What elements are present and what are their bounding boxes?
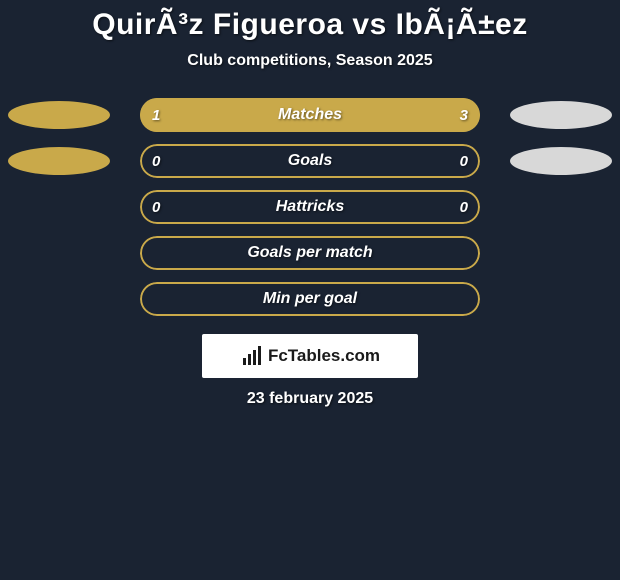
stat-row: Goals0 0 — [0, 144, 620, 178]
stat-bar: Hattricks0 0 — [140, 190, 480, 224]
comparison-widget: QuirÃ³z Figueroa vs IbÃ¡Ã±ez Club compet… — [0, 0, 620, 408]
chart-icon — [240, 344, 264, 368]
bar-value-left: 1 — [152, 107, 160, 124]
stat-bar: Goals per match — [140, 236, 480, 270]
logo-box: FcTables.com — [202, 334, 418, 378]
bar-label: Min per goal — [140, 290, 480, 308]
stat-bar: Matches1 3 — [140, 98, 480, 132]
bar-value-right: 0 — [460, 153, 468, 170]
left-ellipse — [8, 101, 110, 129]
bar-value-left: 0 — [152, 153, 160, 170]
bars-container: Matches13Goals00Hattricks00Goals per mat… — [0, 98, 620, 316]
stat-bar: Goals0 0 — [140, 144, 480, 178]
bar-label: Matches — [140, 106, 480, 124]
left-ellipse — [8, 147, 110, 175]
logo-text: FcTables.com — [268, 346, 380, 366]
bar-value-left: 0 — [152, 199, 160, 216]
stat-row: Hattricks0 0 — [0, 190, 620, 224]
right-ellipse — [510, 147, 612, 175]
stat-row: Matches1 3 — [0, 98, 620, 132]
subtitle: Club competitions, Season 2025 — [0, 52, 620, 70]
bar-value-right: 3 — [460, 107, 468, 124]
bar-label: Goals — [140, 152, 480, 170]
page-title: QuirÃ³z Figueroa vs IbÃ¡Ã±ez — [0, 8, 620, 42]
bar-label: Hattricks — [140, 198, 480, 216]
bar-label: Goals per match — [140, 244, 480, 262]
stat-row: Min per goal — [0, 282, 620, 316]
stat-row: Goals per match — [0, 236, 620, 270]
footer-date: 23 february 2025 — [0, 390, 620, 408]
bar-value-right: 0 — [460, 199, 468, 216]
right-ellipse — [510, 101, 612, 129]
stat-bar: Min per goal — [140, 282, 480, 316]
